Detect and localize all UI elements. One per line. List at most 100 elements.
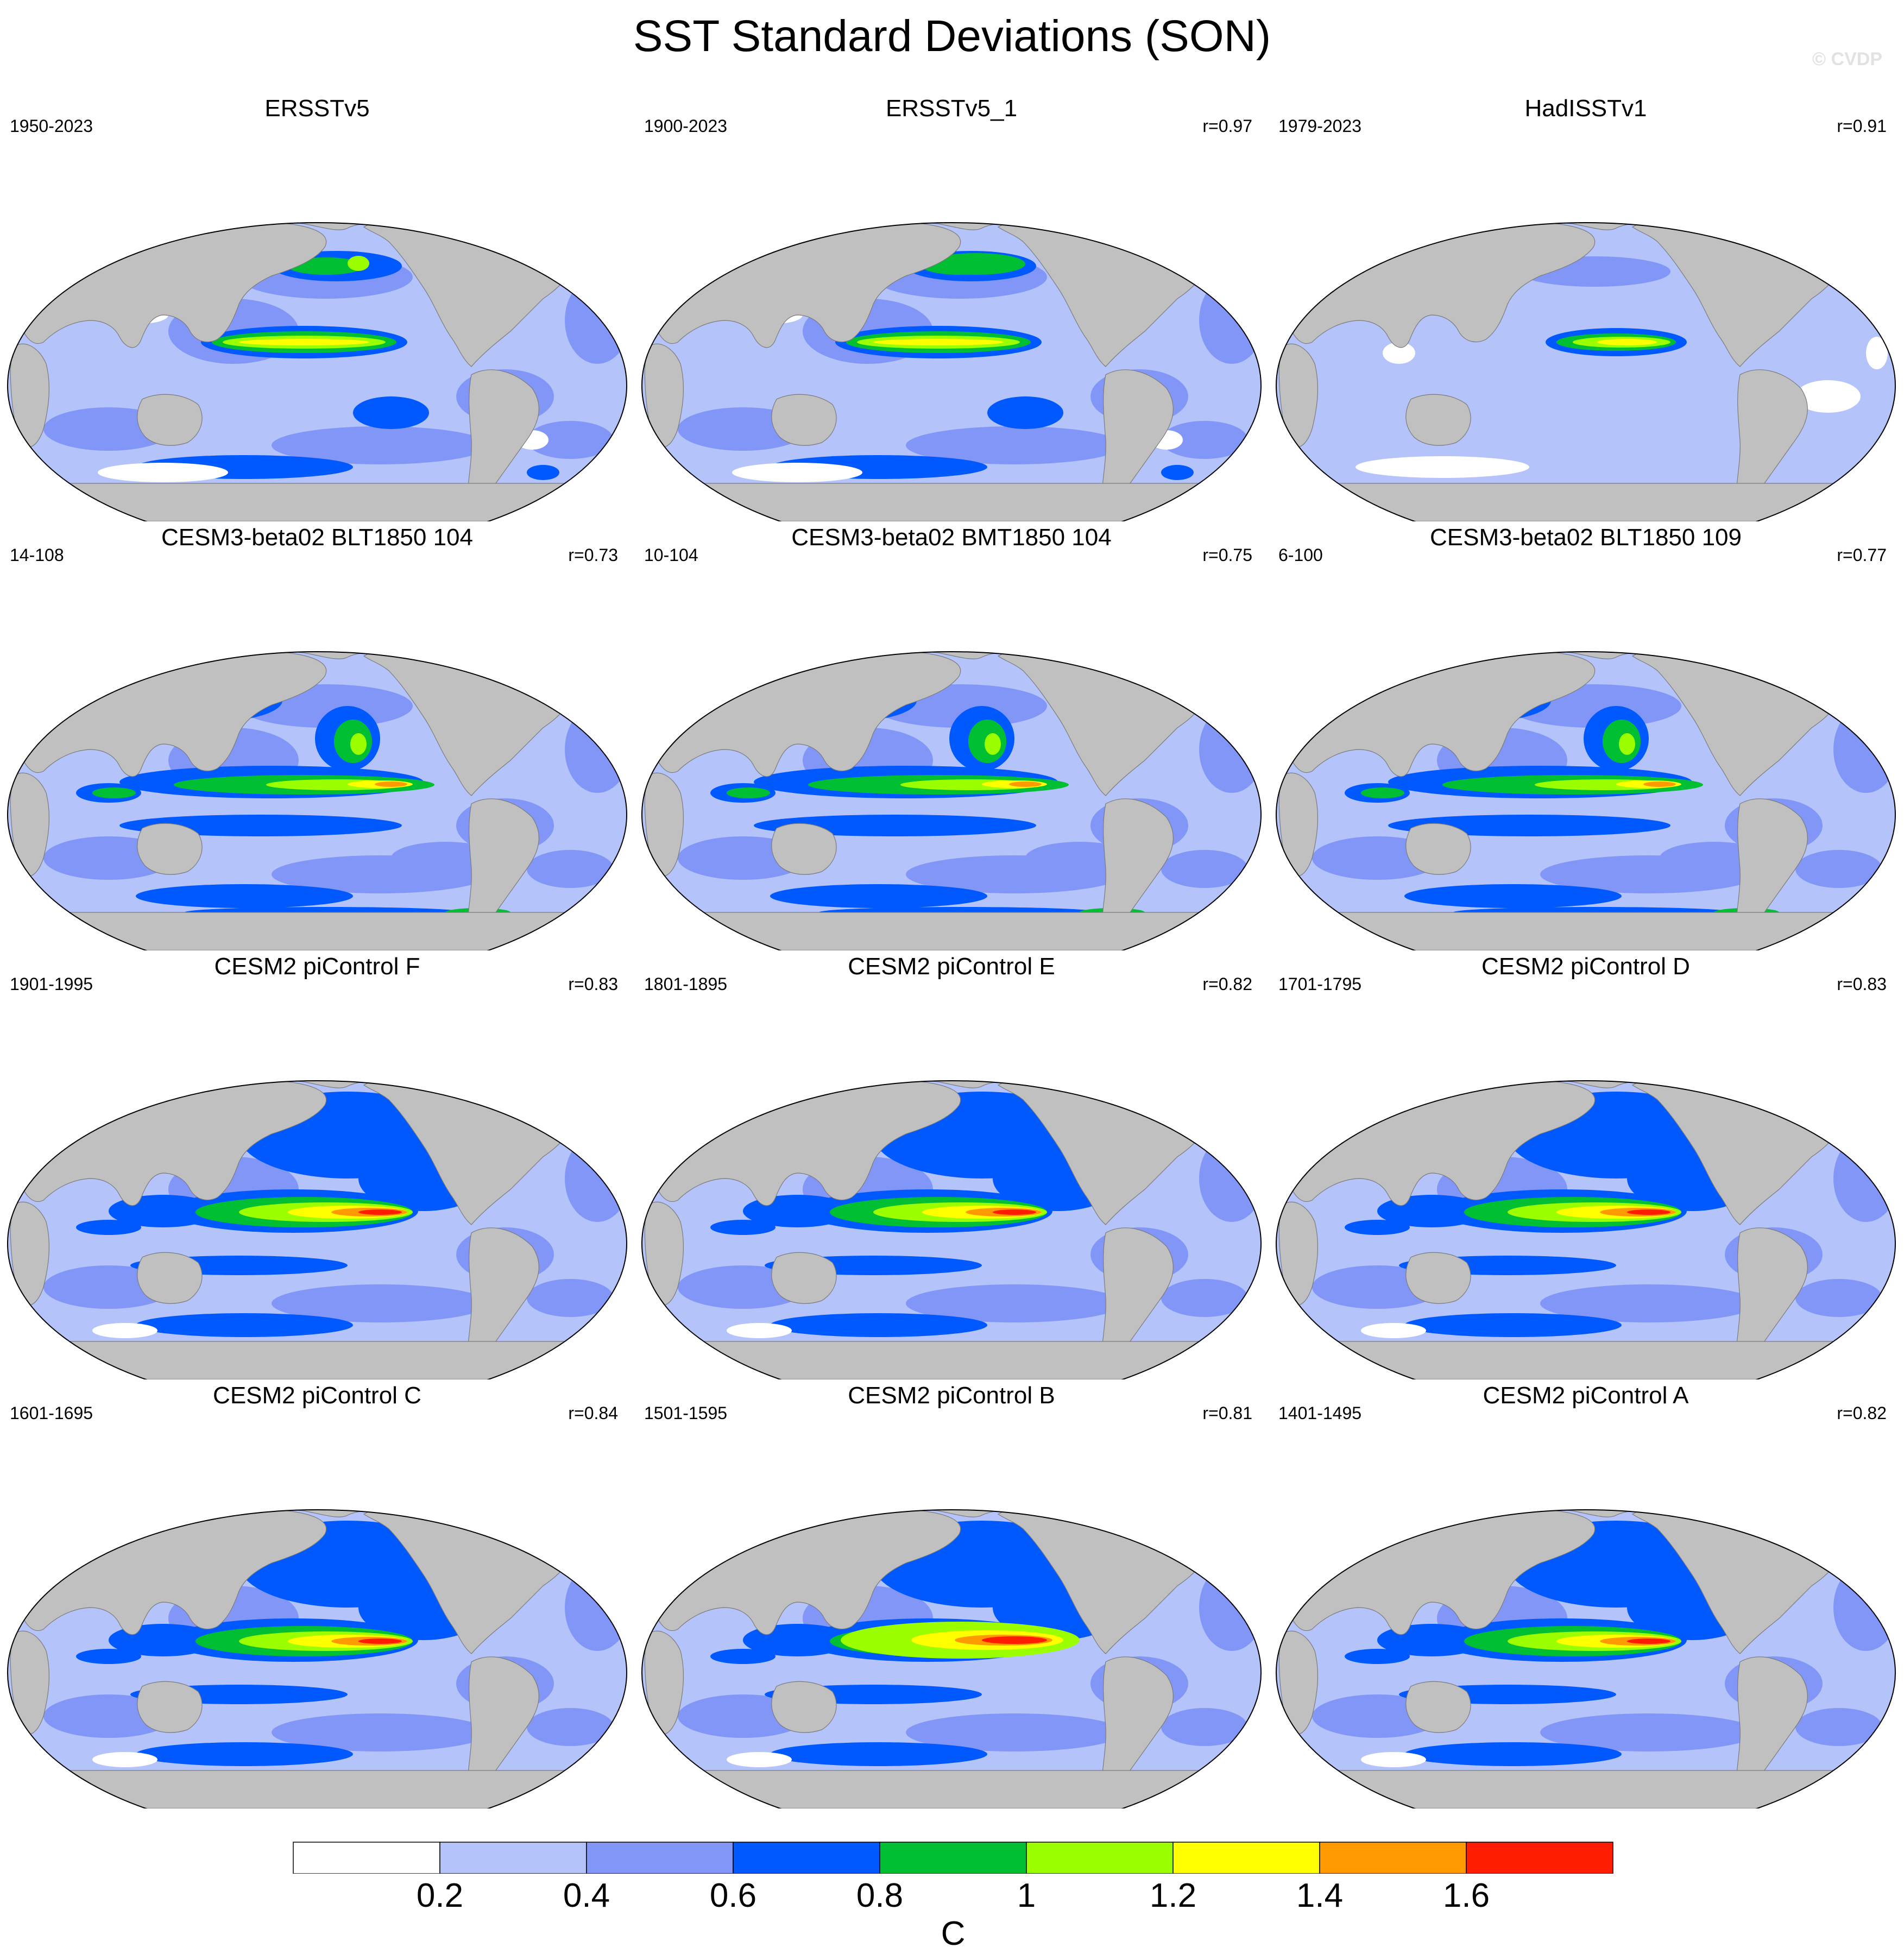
sst-contour <box>527 1708 614 1746</box>
greenland-land <box>1153 652 1189 677</box>
map-svg <box>641 651 1262 950</box>
sst-contour <box>906 1713 1123 1751</box>
greenland-land <box>519 223 554 248</box>
panel-correlation: r=0.81 <box>1202 1403 1252 1423</box>
map-outline <box>641 222 1262 521</box>
sst-contour <box>1404 884 1622 908</box>
greenland-land <box>1788 1510 1823 1535</box>
sst-contour <box>1404 1742 1622 1766</box>
colorbar-box <box>733 1842 880 1874</box>
colorbar-box <box>1319 1842 1467 1874</box>
sst-contour <box>727 1752 792 1767</box>
sst-contour <box>353 396 429 429</box>
greenland-land <box>519 1081 554 1106</box>
map-svg <box>7 1509 627 1808</box>
panel-period: 1979-2023 <box>1278 116 1362 136</box>
colorbar-box <box>1172 1842 1320 1874</box>
panel-title: ERSSTv5_1 <box>885 95 1018 122</box>
sst-contour <box>92 1752 157 1767</box>
sst-contour <box>375 782 407 787</box>
antarctica-land <box>1276 483 1895 521</box>
panel-title: ERSSTv5 <box>264 95 370 122</box>
panel-period: 1900-2023 <box>644 116 728 136</box>
map-outline <box>1276 1509 1896 1808</box>
panel-title: CESM2 piControl F <box>214 953 420 980</box>
antarctica-land <box>642 483 1261 521</box>
antarctica-land <box>642 1770 1261 1808</box>
map-panel: CESM2 piControl B 1501-1595 r=0.81 <box>634 1379 1269 1808</box>
antarctica-land <box>8 1341 627 1379</box>
sst-contour <box>136 884 353 908</box>
sst-contour <box>1404 1313 1622 1337</box>
map-svg <box>7 1080 627 1379</box>
africa-land <box>1278 1201 1319 1306</box>
panel-correlation: r=0.83 <box>1837 974 1887 994</box>
map-panel: CESM2 piControl A 1401-1495 r=0.82 <box>1269 1379 1903 1808</box>
greenland-land <box>1153 1081 1189 1106</box>
panel-period: 1901-1995 <box>10 974 93 994</box>
africa-land <box>10 1201 50 1306</box>
sst-contour <box>239 339 369 345</box>
panel-correlation: r=0.77 <box>1837 545 1887 565</box>
sst-contour <box>348 256 369 271</box>
sst-contour <box>1795 1708 1882 1746</box>
colorbar-tick-label: 1.6 <box>1442 1877 1490 1914</box>
sst-contour <box>727 787 770 798</box>
panel-period: 1701-1795 <box>1278 974 1362 994</box>
sst-contour <box>770 1742 987 1766</box>
map-panel: CESM3-beta02 BMT1850 104 10-104 r=0.75 <box>634 521 1269 950</box>
africa-land <box>10 772 50 877</box>
sst-contour <box>1627 1209 1670 1215</box>
map-panel: ERSSTv5 1950-2023 <box>0 92 634 521</box>
antarctica-land <box>8 1770 627 1808</box>
map-panel: CESM3-beta02 BLT1850 104 14-108 r=0.73 <box>0 521 634 950</box>
map-outline <box>1276 651 1896 950</box>
panel-period: 14-108 <box>10 545 64 565</box>
panel-period: 1401-1495 <box>1278 1403 1362 1423</box>
panel-title: CESM2 piControl C <box>213 1382 421 1409</box>
sst-contour <box>1597 339 1657 345</box>
sst-contour <box>527 465 559 480</box>
colorbar-boxes <box>293 1842 1613 1874</box>
panel-correlation: r=0.83 <box>568 974 618 994</box>
panel-period: 6-100 <box>1278 545 1323 565</box>
australia-land <box>137 1252 203 1304</box>
sst-contour <box>727 1323 792 1338</box>
colorbar-box <box>879 1842 1027 1874</box>
panel-title: CESM2 piControl D <box>1481 953 1690 980</box>
sst-contour <box>1795 380 1861 413</box>
greenland-land <box>1153 1510 1189 1535</box>
colorbar-tick-label: 0.6 <box>709 1877 757 1914</box>
sst-contour <box>1768 665 1790 682</box>
sst-contour <box>770 884 987 908</box>
sst-contour <box>1619 733 1635 755</box>
panel-correlation: r=0.73 <box>568 545 618 565</box>
panel-correlation: r=0.91 <box>1837 116 1887 136</box>
sst-contour <box>1161 850 1248 888</box>
map-svg <box>1276 1509 1896 1808</box>
panel-title: CESM2 piControl B <box>848 1382 1055 1409</box>
australia-land <box>137 823 203 875</box>
australia-land <box>1405 1252 1471 1304</box>
sst-contour <box>710 1649 776 1664</box>
map-svg <box>641 222 1262 521</box>
sst-contour <box>98 463 228 482</box>
antarctica-land <box>642 1341 1261 1379</box>
panel-period: 1601-1695 <box>10 1403 93 1423</box>
sst-contour <box>92 1323 157 1338</box>
antarctica-land <box>8 483 627 521</box>
map-svg <box>641 1080 1262 1379</box>
sst-contour <box>350 733 367 755</box>
sst-contour <box>92 787 136 798</box>
panel-correlation: r=0.97 <box>1202 116 1252 136</box>
sst-contour <box>1345 1649 1410 1664</box>
panel-correlation: r=0.75 <box>1202 545 1252 565</box>
sst-contour <box>1161 1708 1248 1746</box>
map-svg <box>1276 1080 1896 1379</box>
sst-contour <box>1361 1752 1426 1767</box>
australia-land <box>771 394 837 446</box>
panel-correlation: r=0.82 <box>1202 974 1252 994</box>
sst-contour <box>710 1220 776 1235</box>
sst-contour <box>76 1649 141 1664</box>
colorbar-unit: C <box>941 1915 966 1952</box>
